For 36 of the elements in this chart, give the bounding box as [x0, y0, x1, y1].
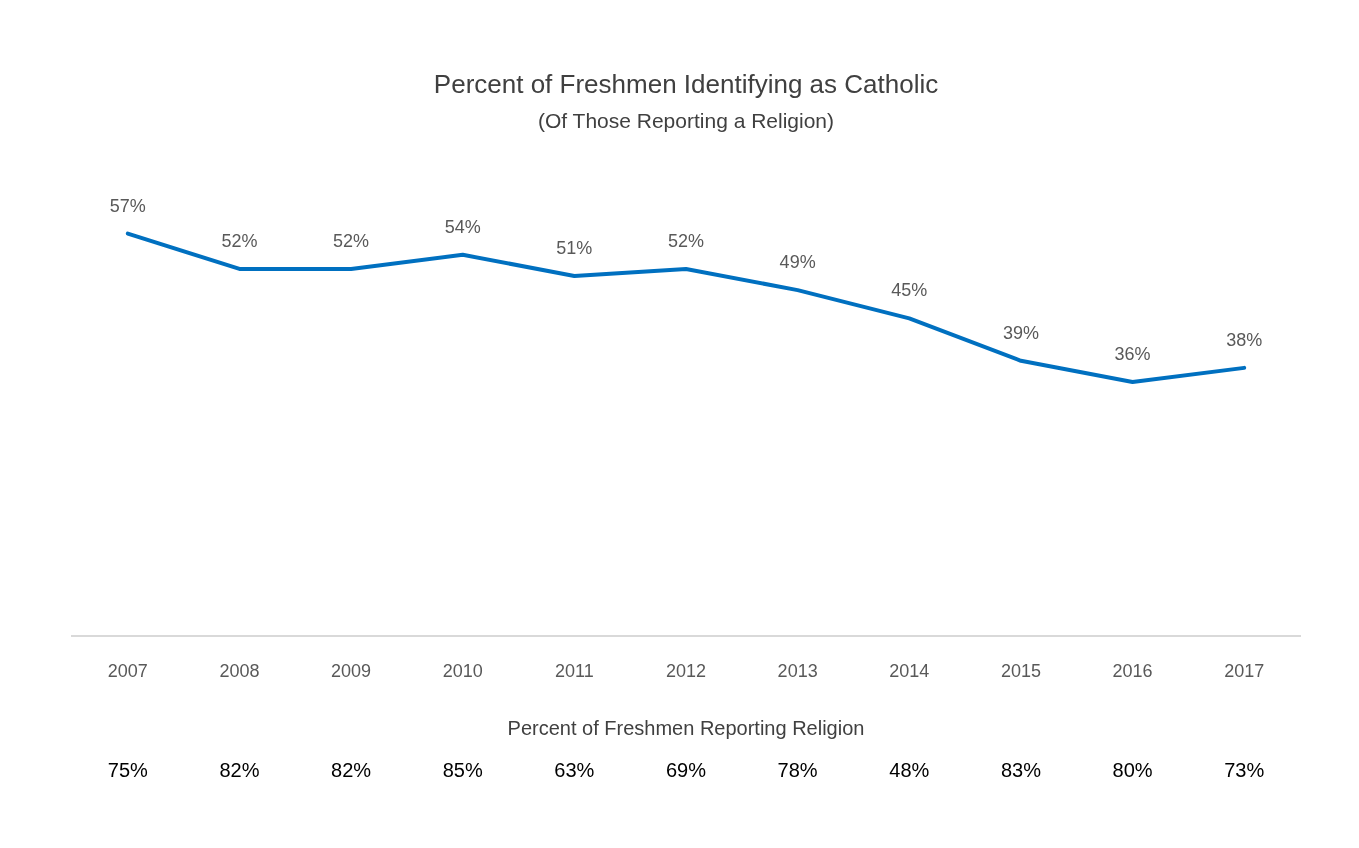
data-label: 52% [221, 230, 258, 251]
data-label: 54% [444, 216, 481, 237]
x-tick-label: 2013 [777, 661, 818, 682]
data-label: 57% [109, 195, 146, 216]
x-tick-label: 2011 [555, 661, 594, 682]
text: Percent of Freshmen Reporting Religion [507, 716, 865, 739]
x-tick-label: 2012 [665, 661, 707, 682]
text: 78% [777, 758, 818, 781]
data-label: 52% [333, 230, 370, 251]
data-label: 39% [1002, 322, 1039, 343]
text: 48% [889, 758, 930, 781]
x-tick-label: 2014 [889, 661, 930, 682]
text: 73% [1224, 758, 1265, 781]
data-label: 49% [779, 252, 816, 273]
data-label: 36% [1114, 343, 1151, 364]
data-label: 51% [556, 237, 593, 258]
data-label: 45% [891, 280, 928, 301]
x-tick-label: 2010 [442, 661, 483, 682]
text: 80% [1112, 758, 1153, 781]
text: 69% [665, 758, 707, 781]
text: 63% [554, 758, 595, 781]
x-tick-label: 2017 [1224, 661, 1265, 682]
text: 83% [1000, 758, 1042, 781]
text: 75% [107, 758, 149, 781]
data-label: 38% [1226, 329, 1263, 350]
x-tick-label: 2009 [331, 661, 372, 682]
x-tick-label: 2007 [107, 661, 148, 682]
data-label: 52% [667, 230, 705, 251]
chart-subtitle: (Of Those Reporting a Religion) [537, 108, 835, 132]
text: 85% [442, 758, 483, 781]
text: 82% [219, 758, 260, 781]
x-tick-label: 2008 [219, 661, 260, 682]
x-tick-label: 2015 [1000, 661, 1041, 682]
text: 82% [331, 758, 372, 781]
x-tick-label: 2016 [1112, 661, 1153, 682]
chart-title: Percent of Freshmen Identifying as Catholic [433, 68, 939, 99]
